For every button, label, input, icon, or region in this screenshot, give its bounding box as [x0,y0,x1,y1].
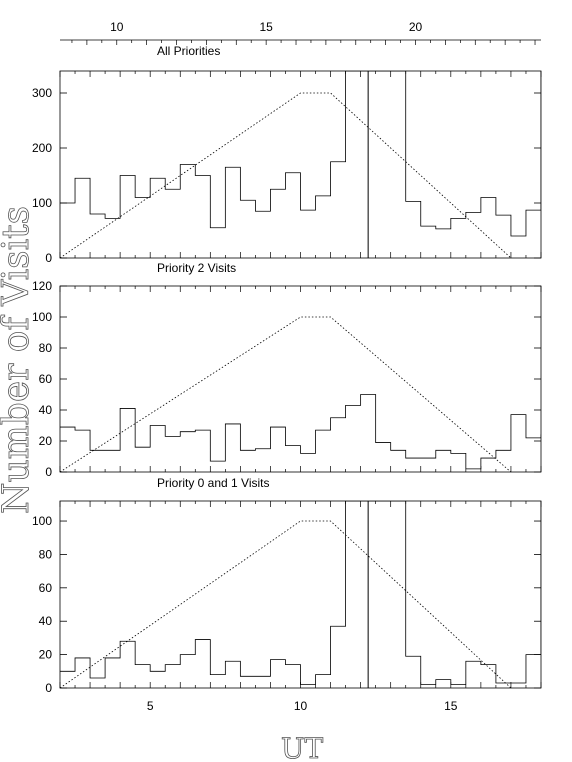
y-tick-label: 80 [39,547,53,561]
y-tick-label: 80 [39,341,53,355]
y-tick-label: 60 [39,581,53,595]
y-tick-label: 100 [32,196,52,210]
y-tick-label: 60 [39,372,53,386]
y-tick-label: 0 [45,681,52,695]
y-tick-label: 0 [45,251,52,265]
panel-all-priorities: All Priorities 0 100 200 300 [32,44,542,265]
y-tick-label: 120 [32,279,52,293]
panel-title: Priority 0 and 1 Visits [157,476,270,490]
y-tick-label: 100 [32,310,52,324]
x-axis-label: UT [281,732,324,762]
plot-frame [59,70,542,259]
panel-priority-2: Priority 2 Visits 0 20 40 60 80 100 120 [32,261,542,479]
y-tick-label: 300 [32,86,52,100]
histogram-series [60,394,541,470]
x-tick-label: 10 [294,699,308,713]
y-tick-label: 100 [32,514,52,528]
envelope-line [59,520,512,689]
y-tick-label: 20 [39,648,53,662]
x-tick-label: 15 [444,699,458,713]
panel-title: All Priorities [157,44,220,58]
histogram-series [60,501,541,686]
y-tick-label: 40 [39,614,53,628]
top-axis-tick-label: 20 [409,20,423,34]
y-tick-label: 0 [45,465,52,479]
panel-title: Priority 2 Visits [157,261,236,275]
y-tick-label: 20 [39,434,53,448]
plot-frame [59,285,542,473]
x-tick-label: 5 [147,699,154,713]
y-tick-label: 200 [32,141,52,155]
plot-frame [59,500,542,689]
top-axis-tick-label: 10 [110,20,124,34]
top-axis: 10 15 20 [60,20,541,45]
y-tick-label: 40 [39,403,53,417]
top-axis-tick-label: 15 [259,20,273,34]
histogram-series [60,71,541,237]
panel-priority-0-1: Priority 0 and 1 Visits 0 20 40 60 80 100 5 10 15 [32,476,542,713]
y-axis-label: Number of Visits [0,206,37,514]
envelope-line [59,316,512,473]
